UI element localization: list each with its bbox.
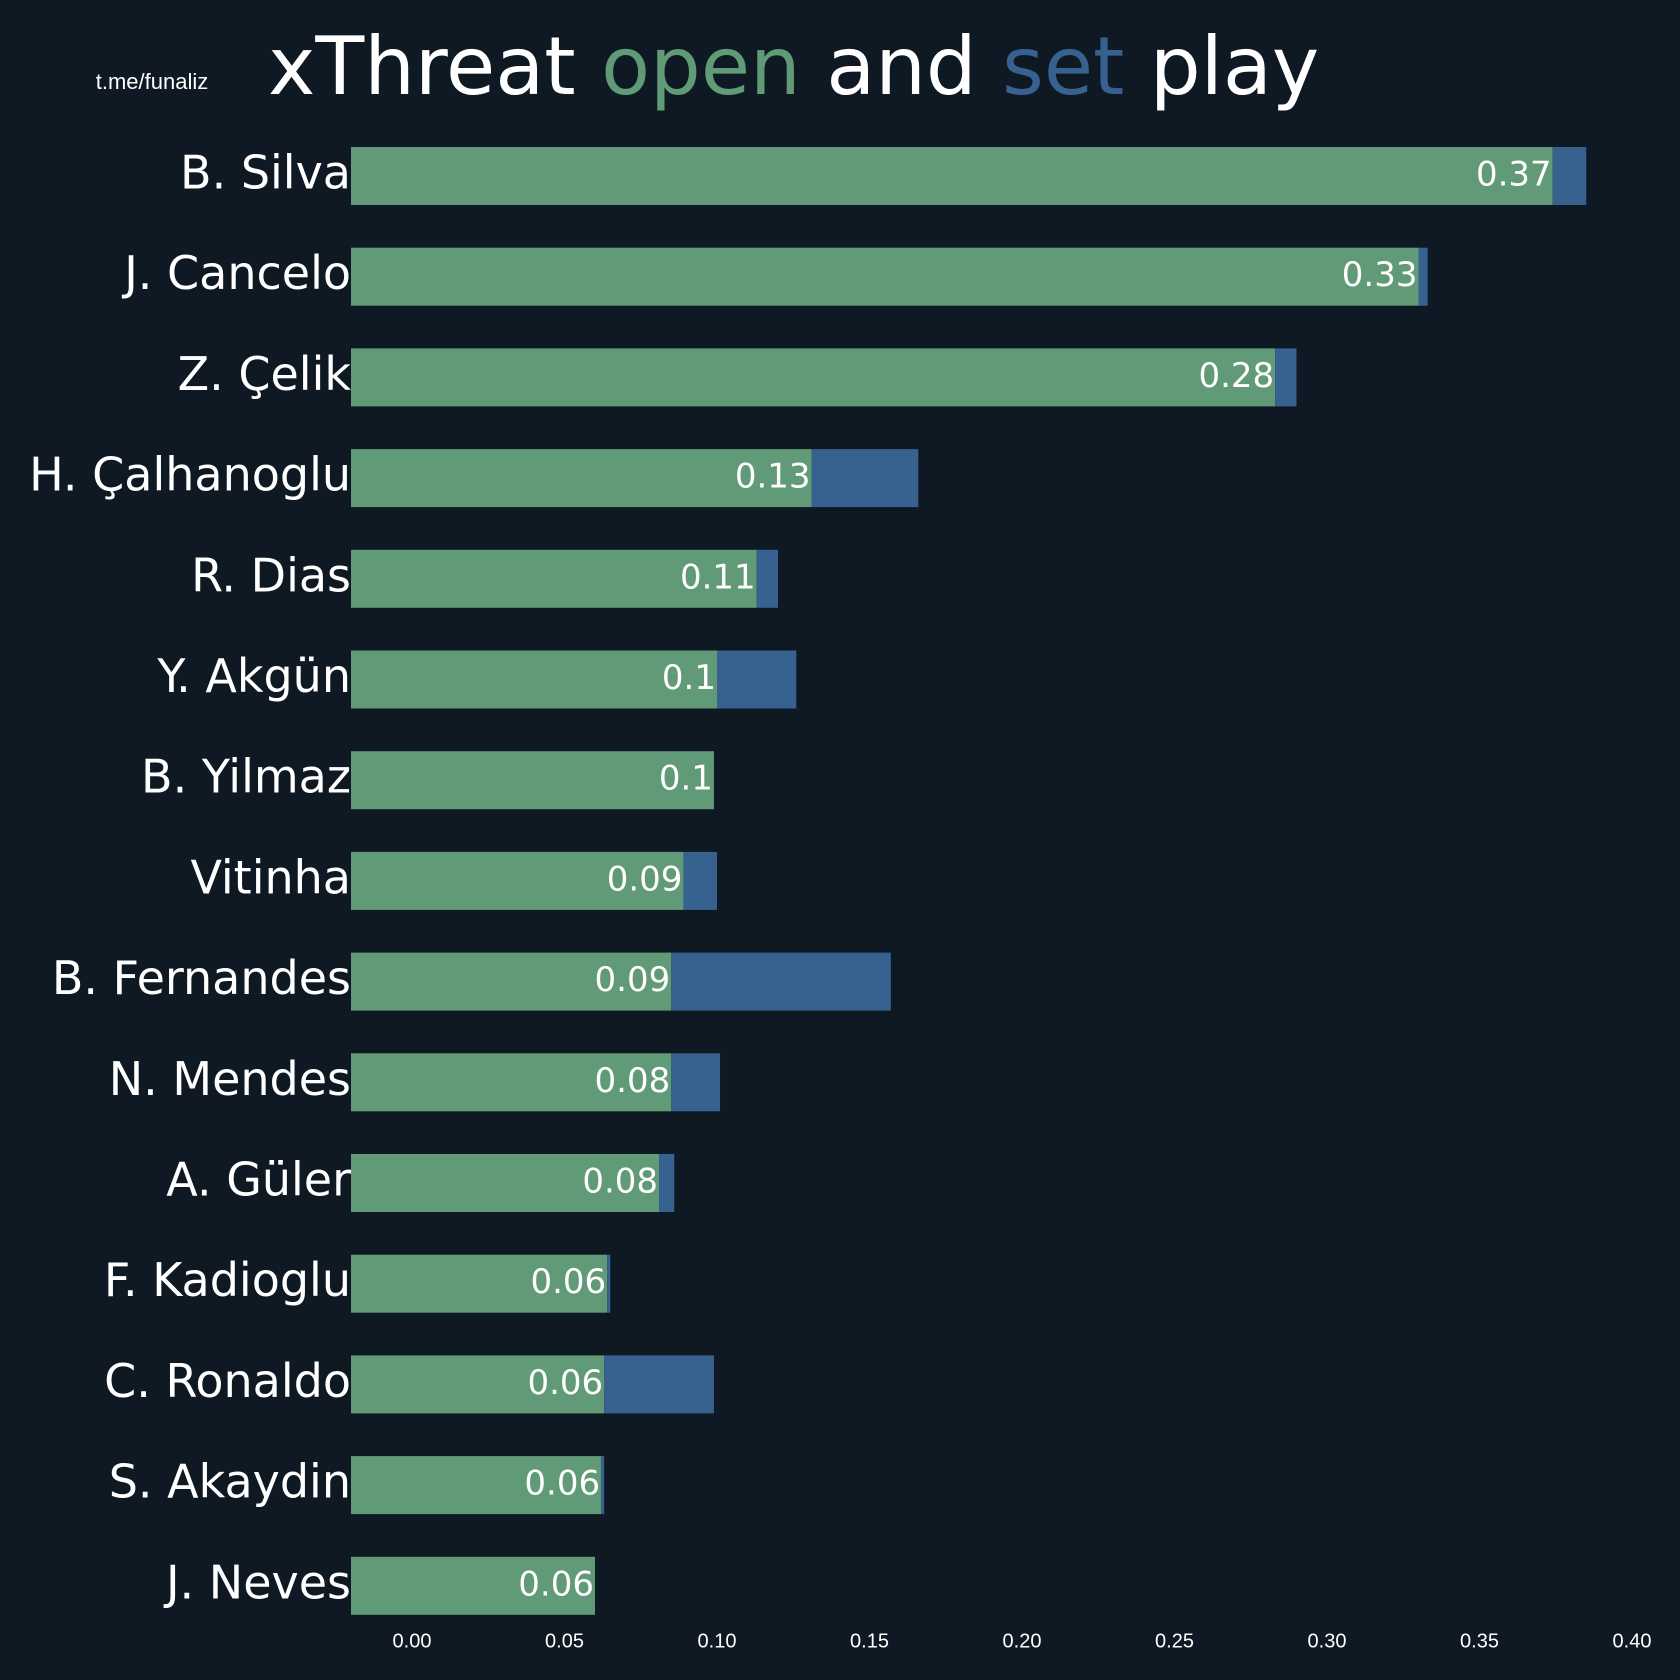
value-label: 0.37 (1476, 155, 1552, 195)
bar-set (604, 1355, 714, 1414)
bar-open (351, 147, 1553, 205)
value-label: 0.08 (595, 1061, 671, 1101)
bar-set (607, 1254, 611, 1313)
y-tick-label: S. Akaydin (109, 1455, 351, 1509)
value-label: 0.06 (518, 1564, 594, 1604)
title-word: xThreat (268, 20, 576, 113)
y-tick-label: Y. Akgün (156, 649, 351, 703)
x-tick-label: 0.15 (850, 1630, 889, 1652)
title-word: play (1150, 20, 1319, 113)
value-label: 0.06 (530, 1262, 606, 1302)
value-label: 0.08 (582, 1162, 658, 1202)
bar-set (717, 650, 797, 709)
bar-open (351, 348, 1276, 407)
bar-open (351, 247, 1419, 306)
y-tick-label: J. Cancelo (121, 246, 351, 300)
bar-open (351, 851, 684, 910)
y-tick-label: A. Güler (166, 1153, 351, 1207)
value-label: 0.28 (1198, 356, 1274, 396)
y-tick-label: B. Fernandes (52, 951, 351, 1005)
value-label: 0.1 (662, 658, 716, 698)
title-word: and (826, 20, 977, 113)
y-tick-label: F. Kadioglu (104, 1253, 351, 1307)
value-label: 0.33 (1342, 255, 1418, 295)
y-tick-label: R. Dias (191, 548, 351, 602)
bar-set (811, 449, 919, 508)
bar-open (351, 650, 717, 709)
bar-set (659, 1154, 675, 1212)
x-tick-label: 0.30 (1308, 1630, 1347, 1652)
value-label: 0.09 (607, 859, 683, 899)
value-label: 0.06 (527, 1363, 603, 1403)
value-label: 0.09 (595, 960, 671, 1000)
bar-set (601, 1456, 605, 1515)
y-tick-label: B. Silva (180, 146, 351, 200)
y-tick-label: H. Çalhanoglu (29, 448, 351, 502)
value-label: 0.1 (659, 759, 713, 799)
bar-set (756, 549, 778, 608)
y-tick-label: Z. Çelik (178, 347, 352, 401)
value-label: 0.06 (524, 1464, 600, 1504)
x-tick-label: 0.05 (545, 1630, 584, 1652)
value-label: 0.13 (735, 457, 811, 497)
bar-set (1552, 147, 1587, 205)
bar-set (671, 952, 891, 1011)
y-tick-label: N. Mendes (109, 1052, 351, 1106)
bar-set (1275, 348, 1297, 407)
y-tick-label: Vitinha (190, 850, 351, 904)
title-word: open (601, 20, 801, 113)
bar-set (671, 1053, 721, 1112)
bar-set (1418, 247, 1428, 306)
bar-open (351, 1053, 672, 1112)
bar-open (351, 449, 812, 508)
bar-set (683, 851, 717, 910)
chart-title: xThreat open and set play (268, 20, 1319, 113)
x-tick-label: 0.25 (1155, 1630, 1194, 1652)
x-tick-label: 0.20 (1003, 1630, 1042, 1652)
bar-open (351, 1154, 660, 1212)
y-tick-label: B. Yilmaz (141, 750, 351, 804)
y-tick-label: C. Ronaldo (104, 1354, 351, 1408)
x-tick-label: 0.35 (1460, 1630, 1499, 1652)
x-tick-label: 0.00 (393, 1630, 432, 1652)
bar-open (351, 952, 672, 1011)
x-tick-label: 0.40 (1613, 1630, 1652, 1652)
bar-open (351, 1456, 602, 1515)
source: t.me/funaliz (96, 69, 209, 94)
bar-open (351, 1355, 605, 1414)
bar-open (351, 751, 714, 810)
bar-open (351, 549, 757, 608)
value-label: 0.11 (680, 557, 756, 597)
bar-open (351, 1254, 608, 1313)
title-word: set (1002, 20, 1124, 113)
bar-open (351, 1556, 595, 1615)
x-tick-label: 0.10 (698, 1630, 737, 1652)
y-tick-label: J. Neves (163, 1555, 351, 1609)
